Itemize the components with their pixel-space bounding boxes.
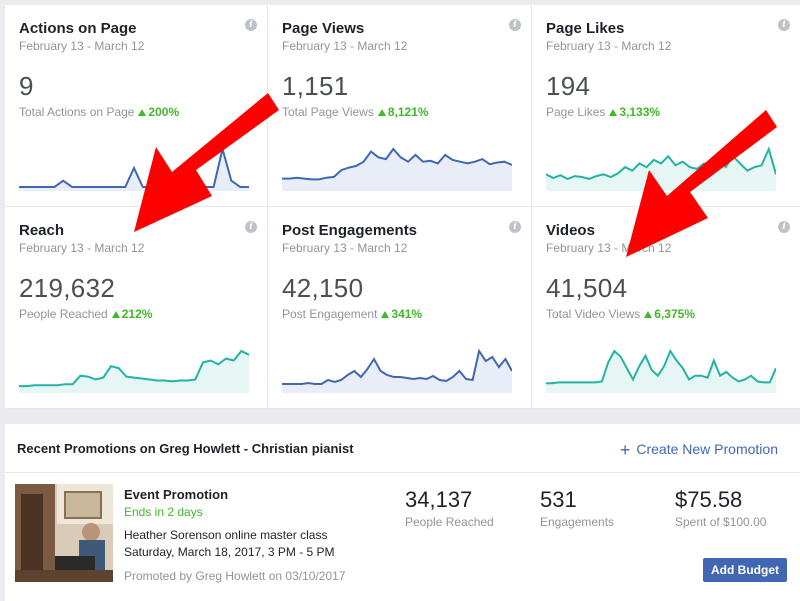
- card-sub-label: People Reached: [19, 307, 108, 321]
- card-subtitle: Post Engagement 341%: [282, 307, 422, 321]
- card-title: Reach: [19, 222, 65, 239]
- card-date: February 13 - March 12: [19, 241, 145, 255]
- sparkline-area: [19, 351, 249, 393]
- card-reach[interactable]: Reach February 13 - March 12 i 219,632 P…: [5, 207, 268, 409]
- up-triangle-icon: [609, 109, 618, 116]
- change-indicator: 8,121%: [377, 105, 429, 119]
- up-triangle-icon: [377, 109, 386, 116]
- sparkline-area: [282, 351, 512, 393]
- up-triangle-icon: [381, 311, 390, 318]
- change-indicator: 212%: [111, 307, 153, 321]
- card-page-likes[interactable]: Page Likes February 13 - March 12 i 194 …: [532, 5, 800, 207]
- card-actions-on-page[interactable]: Actions on Page February 13 - March 12 i…: [5, 5, 268, 207]
- card-subtitle: Total Video Views 6,375%: [546, 307, 695, 321]
- card-post-engagements[interactable]: Post Engagements February 13 - March 12 …: [268, 207, 532, 409]
- card-date: February 13 - March 12: [282, 241, 408, 255]
- recent-promotions-panel: Recent Promotions on Greg Howlett - Chri…: [5, 424, 800, 601]
- card-sub-label: Post Engagement: [282, 307, 378, 321]
- change-indicator: 3,133%: [609, 105, 660, 119]
- change-value: 200%: [148, 105, 180, 119]
- up-triangle-icon: [138, 109, 147, 116]
- info-icon[interactable]: i: [245, 19, 257, 31]
- card-subtitle: Total Actions on Page 200%: [19, 105, 179, 119]
- create-promotion-label: Create New Promotion: [636, 441, 778, 457]
- sparkline-chart: [19, 148, 249, 191]
- card-subtitle: People Reached 212%: [19, 307, 152, 321]
- card-sub-label: Total Video Views: [546, 307, 641, 321]
- metric-people-reached: 34,137 People Reached: [405, 487, 494, 529]
- card-sub-label: Page Likes: [546, 105, 606, 119]
- metric-value: $75.58: [675, 487, 743, 512]
- card-value: 194: [546, 71, 591, 101]
- card-subtitle: Total Page Views 8,121%: [282, 105, 429, 119]
- metric-engagements: 531 Engagements: [540, 487, 614, 529]
- card-value: 41,504: [546, 273, 628, 303]
- card-page-views[interactable]: Page Views February 13 - March 12 i 1,15…: [268, 5, 532, 207]
- card-value: 9: [19, 71, 34, 101]
- card-value: 1,151: [282, 71, 349, 101]
- sparkline-area: [546, 149, 776, 191]
- card-value: 42,150: [282, 273, 364, 303]
- card-title: Actions on Page: [19, 20, 137, 37]
- change-value: 212%: [121, 307, 153, 321]
- event-photo-image: [15, 484, 113, 582]
- card-title: Page Views: [282, 20, 365, 37]
- plus-icon: +: [619, 440, 631, 460]
- card-sub-label: Total Actions on Page: [19, 105, 135, 119]
- promotions-header: Recent Promotions on Greg Howlett - Chri…: [5, 424, 800, 473]
- info-icon[interactable]: i: [778, 19, 790, 31]
- card-date: February 13 - March 12: [546, 241, 672, 255]
- card-subtitle: Page Likes 3,133%: [546, 105, 660, 119]
- change-indicator: 6,375%: [644, 307, 695, 321]
- info-icon[interactable]: i: [778, 221, 790, 233]
- metric-value: 531: [540, 487, 577, 512]
- create-new-promotion-link[interactable]: + Create New Promotion: [620, 440, 778, 461]
- promoted-by: Promoted by Greg Howlett on 03/10/2017: [124, 569, 346, 583]
- up-triangle-icon: [644, 311, 653, 318]
- sparkline-chart: [546, 348, 776, 393]
- promotions-title: Recent Promotions on Greg Howlett - Chri…: [17, 441, 354, 456]
- metric-label: Engagements: [540, 515, 615, 529]
- change-indicator: 341%: [381, 307, 422, 321]
- card-sub-label: Total Page Views: [282, 105, 374, 119]
- up-triangle-icon: [111, 311, 120, 318]
- promotion-type: Event Promotion: [124, 487, 229, 502]
- card-date: February 13 - March 12: [282, 39, 408, 53]
- sparkline-chart: [546, 146, 776, 191]
- card-value: 219,632: [19, 273, 116, 303]
- metric-label: People Reached: [405, 515, 494, 529]
- add-budget-button[interactable]: Add Budget: [703, 558, 787, 582]
- sparkline-series: [282, 147, 512, 181]
- card-date: February 13 - March 12: [546, 39, 672, 53]
- event-name: Heather Sorenson online master class: [124, 528, 328, 542]
- card-title: Page Likes: [546, 20, 625, 37]
- metric-spent: $75.58 Spent of $100.00: [675, 487, 766, 529]
- change-value: 3,133%: [619, 105, 661, 119]
- sparkline-series: [282, 348, 512, 385]
- change-value: 8,121%: [387, 105, 429, 119]
- event-thumbnail[interactable]: [15, 484, 113, 582]
- sparkline-chart: [282, 348, 512, 393]
- insights-grid: Actions on Page February 13 - March 12 i…: [5, 5, 800, 409]
- card-date: February 13 - March 12: [19, 39, 145, 53]
- event-date: Saturday, March 18, 2017, 3 PM - 5 PM: [124, 545, 335, 559]
- card-title: Post Engagements: [282, 222, 418, 239]
- sparkline-chart: [282, 147, 512, 191]
- info-icon[interactable]: i: [509, 221, 521, 233]
- info-icon[interactable]: i: [245, 221, 257, 233]
- change-value: 341%: [391, 307, 423, 321]
- card-title: Videos: [546, 222, 595, 239]
- promotion-status: Ends in 2 days: [124, 505, 203, 519]
- metric-label: Spent of $100.00: [675, 515, 767, 529]
- sparkline-series: [546, 348, 776, 385]
- sparkline-area: [282, 149, 512, 191]
- info-icon[interactable]: i: [509, 19, 521, 31]
- metric-value: 34,137: [405, 487, 473, 512]
- promotion-row[interactable]: Event Promotion Ends in 2 days Heather S…: [5, 473, 800, 601]
- change-value: 6,375%: [654, 307, 695, 321]
- change-indicator: 200%: [138, 105, 179, 119]
- card-videos[interactable]: Videos February 13 - March 12 i 41,504 T…: [532, 207, 800, 409]
- sparkline-series: [19, 349, 249, 388]
- sparkline-chart: [19, 349, 249, 393]
